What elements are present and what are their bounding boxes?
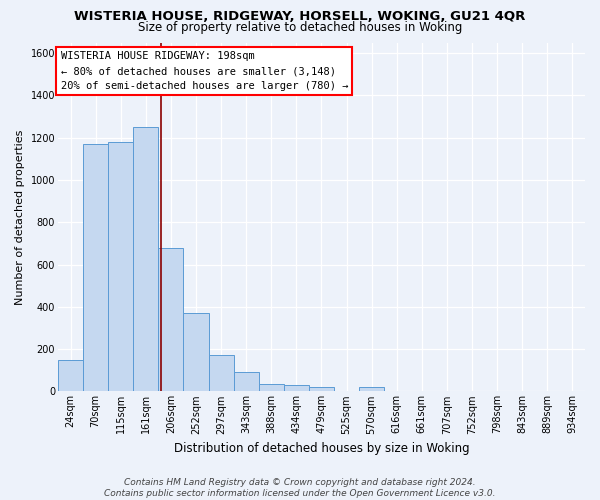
Bar bbox=[233, 372, 259, 392]
Text: WISTERIA HOUSE RIDGEWAY: 198sqm
← 80% of detached houses are smaller (3,148)
20%: WISTERIA HOUSE RIDGEWAY: 198sqm ← 80% of… bbox=[61, 51, 348, 91]
Bar bbox=[359, 387, 384, 392]
Bar bbox=[133, 127, 158, 392]
Bar bbox=[284, 385, 309, 392]
Bar bbox=[184, 313, 209, 392]
Text: Size of property relative to detached houses in Woking: Size of property relative to detached ho… bbox=[138, 22, 462, 35]
Bar bbox=[158, 248, 184, 392]
Bar bbox=[259, 384, 284, 392]
Bar bbox=[108, 142, 133, 392]
Bar bbox=[309, 387, 334, 392]
Text: Contains HM Land Registry data © Crown copyright and database right 2024.
Contai: Contains HM Land Registry data © Crown c… bbox=[104, 478, 496, 498]
X-axis label: Distribution of detached houses by size in Woking: Distribution of detached houses by size … bbox=[173, 442, 469, 455]
Bar bbox=[83, 144, 108, 392]
Y-axis label: Number of detached properties: Number of detached properties bbox=[15, 130, 25, 304]
Bar bbox=[209, 356, 233, 392]
Text: WISTERIA HOUSE, RIDGEWAY, HORSELL, WOKING, GU21 4QR: WISTERIA HOUSE, RIDGEWAY, HORSELL, WOKIN… bbox=[74, 10, 526, 23]
Bar bbox=[58, 360, 83, 392]
